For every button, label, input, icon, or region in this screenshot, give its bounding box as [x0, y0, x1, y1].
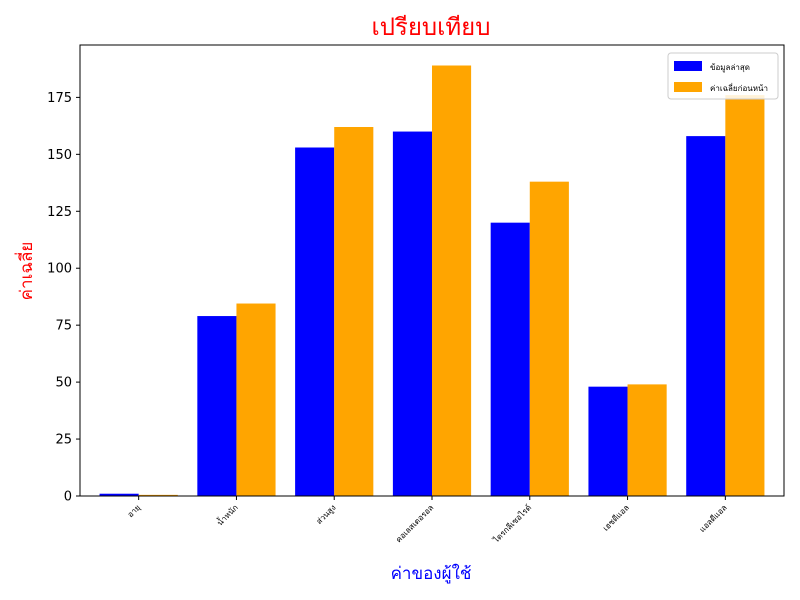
bar-previous-1: [236, 303, 276, 496]
y-tick-label-2: 50: [55, 376, 72, 391]
bar-previous-2: [334, 127, 374, 496]
legend-label-1: ค่าเฉลี่ยก่อนหน้า: [710, 82, 768, 93]
bar-previous-4: [529, 181, 569, 496]
x-tick-label-0: อายุ: [126, 503, 142, 519]
y-tick-label-3: 75: [55, 319, 72, 334]
x-axis-label: ค่าของผู้ใช้: [391, 563, 472, 584]
y-tick-label-0: 0: [64, 490, 72, 505]
y-tick-label-7: 175: [47, 91, 72, 106]
bar-previous-6: [725, 95, 765, 496]
x-tick-label-3: คอเลสเตอรอล: [394, 503, 435, 544]
bar-latest-4: [490, 222, 530, 496]
bar-previous-3: [432, 65, 472, 496]
bar-previous-5: [627, 384, 667, 496]
bar-latest-3: [392, 131, 432, 497]
x-tick-label-1: น้ำหนัก: [214, 502, 240, 528]
y-tick-label-4: 100: [47, 262, 72, 277]
bar-latest-5: [588, 386, 628, 496]
y-tick-label-1: 25: [55, 433, 72, 448]
x-tick-label-5: เฮชดีแอล: [601, 503, 631, 533]
y-tick-label-5: 125: [47, 205, 72, 220]
y-axis-label: ค่าเฉลี่ย: [14, 242, 37, 301]
legend-label-0: ข้อมูลล่าสุด: [710, 63, 750, 73]
x-tick-label-2: ส่วนสูง: [315, 503, 339, 527]
y-tick-label-6: 150: [47, 148, 72, 163]
bar-latest-0: [99, 493, 139, 496]
legend-swatch-0: [674, 61, 702, 71]
bar-latest-1: [197, 316, 237, 496]
x-tick-label-4: ไตรกลีเซอไรด์: [490, 502, 533, 545]
x-tick-label-6: แอลดีแอล: [698, 503, 729, 534]
bar-latest-2: [295, 147, 335, 496]
chart-title: เปรียบเทียบ: [372, 13, 491, 41]
legend-swatch-1: [674, 82, 702, 92]
bar-latest-6: [686, 136, 726, 496]
plot-area: 0 25 50 75 100 125 150 175 อายุ น้ำหนัก ส่วนสูง คอเ…: [47, 44, 785, 545]
legend: ข้อมูลล่าสุดค่าเฉลี่ยก่อนหน้า: [667, 52, 779, 100]
bar-previous-0: [138, 494, 178, 496]
